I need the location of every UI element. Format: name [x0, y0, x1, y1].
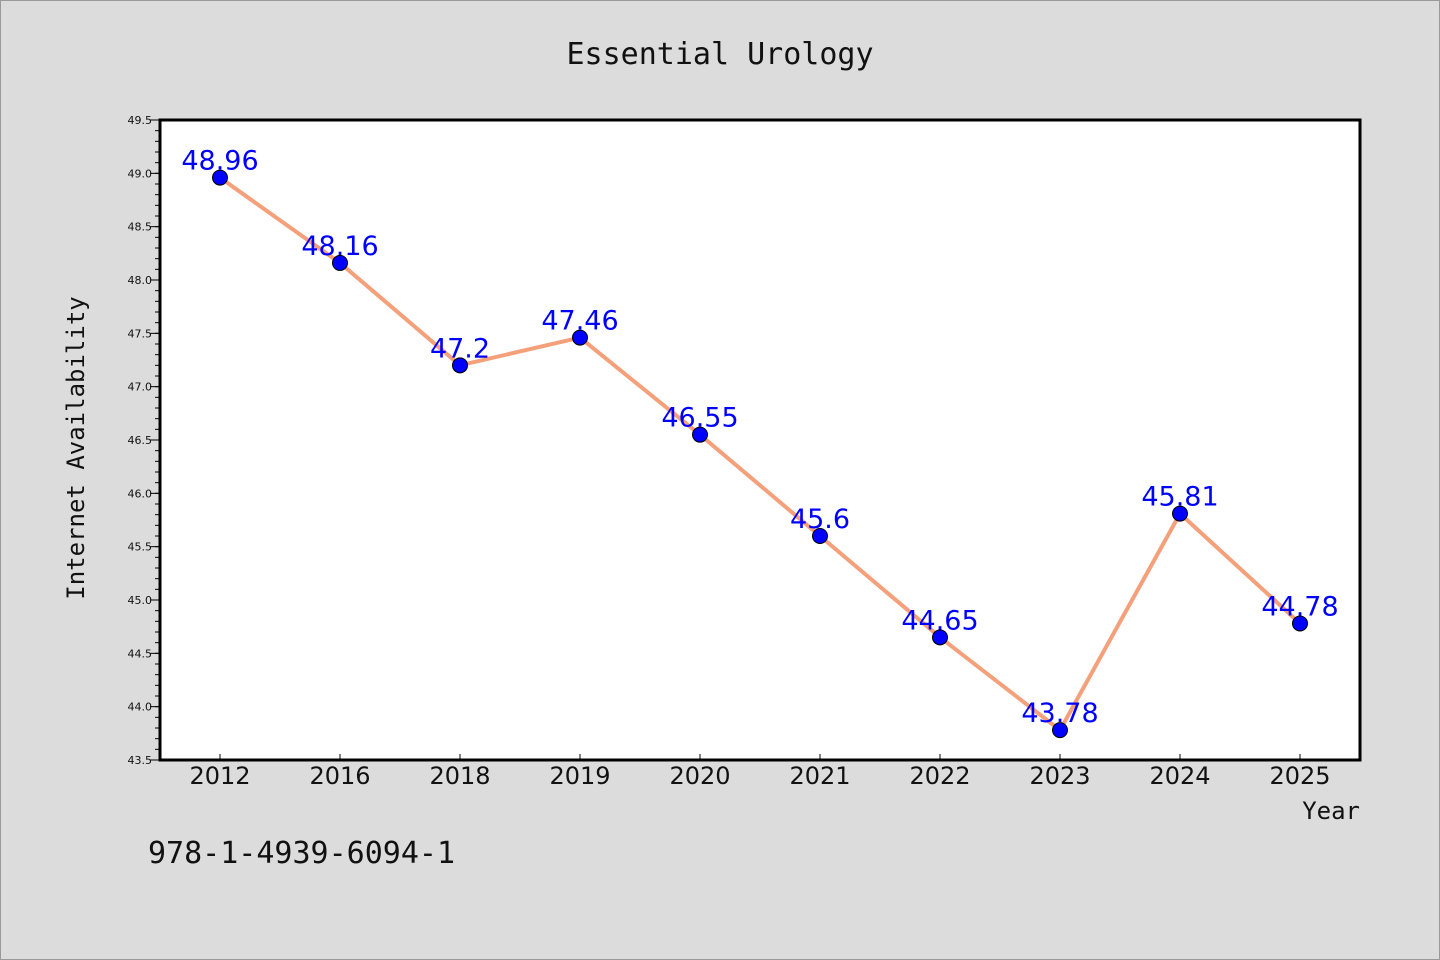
y-tick-label: 43.5 [128, 754, 153, 767]
data-label: 48.96 [181, 146, 258, 177]
x-tick-label: 2019 [549, 762, 610, 790]
y-tick-label: 47.5 [128, 327, 153, 340]
x-tick-label: 2016 [309, 762, 370, 790]
y-tick-label: 46.5 [128, 434, 153, 447]
y-tick-label: 48.0 [128, 274, 153, 287]
data-label: 47.2 [430, 333, 490, 364]
data-point [1172, 505, 1188, 522]
data-label: 44.78 [1261, 591, 1338, 622]
isbn-text: 978-1-4939-6094-1 [148, 836, 455, 871]
data-labels: 48.96 48.16 47.2 47.46 46.55 45.6 44.65 43.78 45… [181, 146, 1338, 730]
data-label: 47.46 [541, 306, 618, 337]
x-tick-label: 2020 [669, 762, 730, 790]
x-tick-label: 2023 [1029, 762, 1090, 790]
y-tick-label: 44.0 [128, 701, 153, 714]
x-tick-label: 2012 [189, 762, 250, 790]
y-tick-label: 49.0 [128, 167, 153, 180]
y-tick-label: 44.5 [128, 647, 153, 660]
chart-title: Essential Urology [566, 37, 873, 72]
y-tick-label: 48.5 [128, 221, 153, 234]
data-label: 44.65 [901, 605, 978, 636]
data-label: 45.6 [790, 504, 850, 535]
data-label: 43.78 [1021, 698, 1098, 729]
data-point [1292, 615, 1308, 632]
x-axis-label: Year [1302, 797, 1360, 825]
y-tick-label: 49.5 [128, 114, 153, 127]
x-axis-ticks: 2012 2016 2018 2019 2020 2021 2022 2023 2024 2025 [189, 754, 1331, 790]
data-point [332, 254, 348, 271]
data-point [692, 426, 708, 443]
data-label: 45.81 [1141, 482, 1218, 513]
series-line [218, 175, 1302, 733]
x-tick-label: 2018 [429, 762, 490, 790]
data-point [452, 357, 468, 374]
x-tick-label: 2025 [1269, 762, 1330, 790]
plot-area [158, 118, 1362, 762]
y-axis-label: Internet Availability [62, 296, 90, 599]
x-tick-label: 2024 [1149, 762, 1210, 790]
x-tick-label: 2021 [789, 762, 850, 790]
y-tick-label: 45.0 [128, 594, 153, 607]
x-tick-label: 2022 [909, 762, 970, 790]
y-axis-ticks: 43.5 44.0 44.5 45.0 45.5 46.0 46.5 47.0 47.5 48.0… [128, 114, 160, 767]
y-tick-label: 45.5 [128, 541, 153, 554]
data-point [1052, 722, 1068, 739]
data-point [932, 629, 948, 646]
data-label: 46.55 [661, 403, 738, 434]
data-markers [212, 169, 1308, 739]
y-tick-label: 47.0 [128, 381, 153, 394]
data-point [572, 329, 588, 346]
y-tick-label: 46.0 [128, 487, 153, 500]
data-label: 48.16 [301, 231, 378, 262]
data-point [212, 169, 228, 186]
data-point [812, 528, 828, 544]
